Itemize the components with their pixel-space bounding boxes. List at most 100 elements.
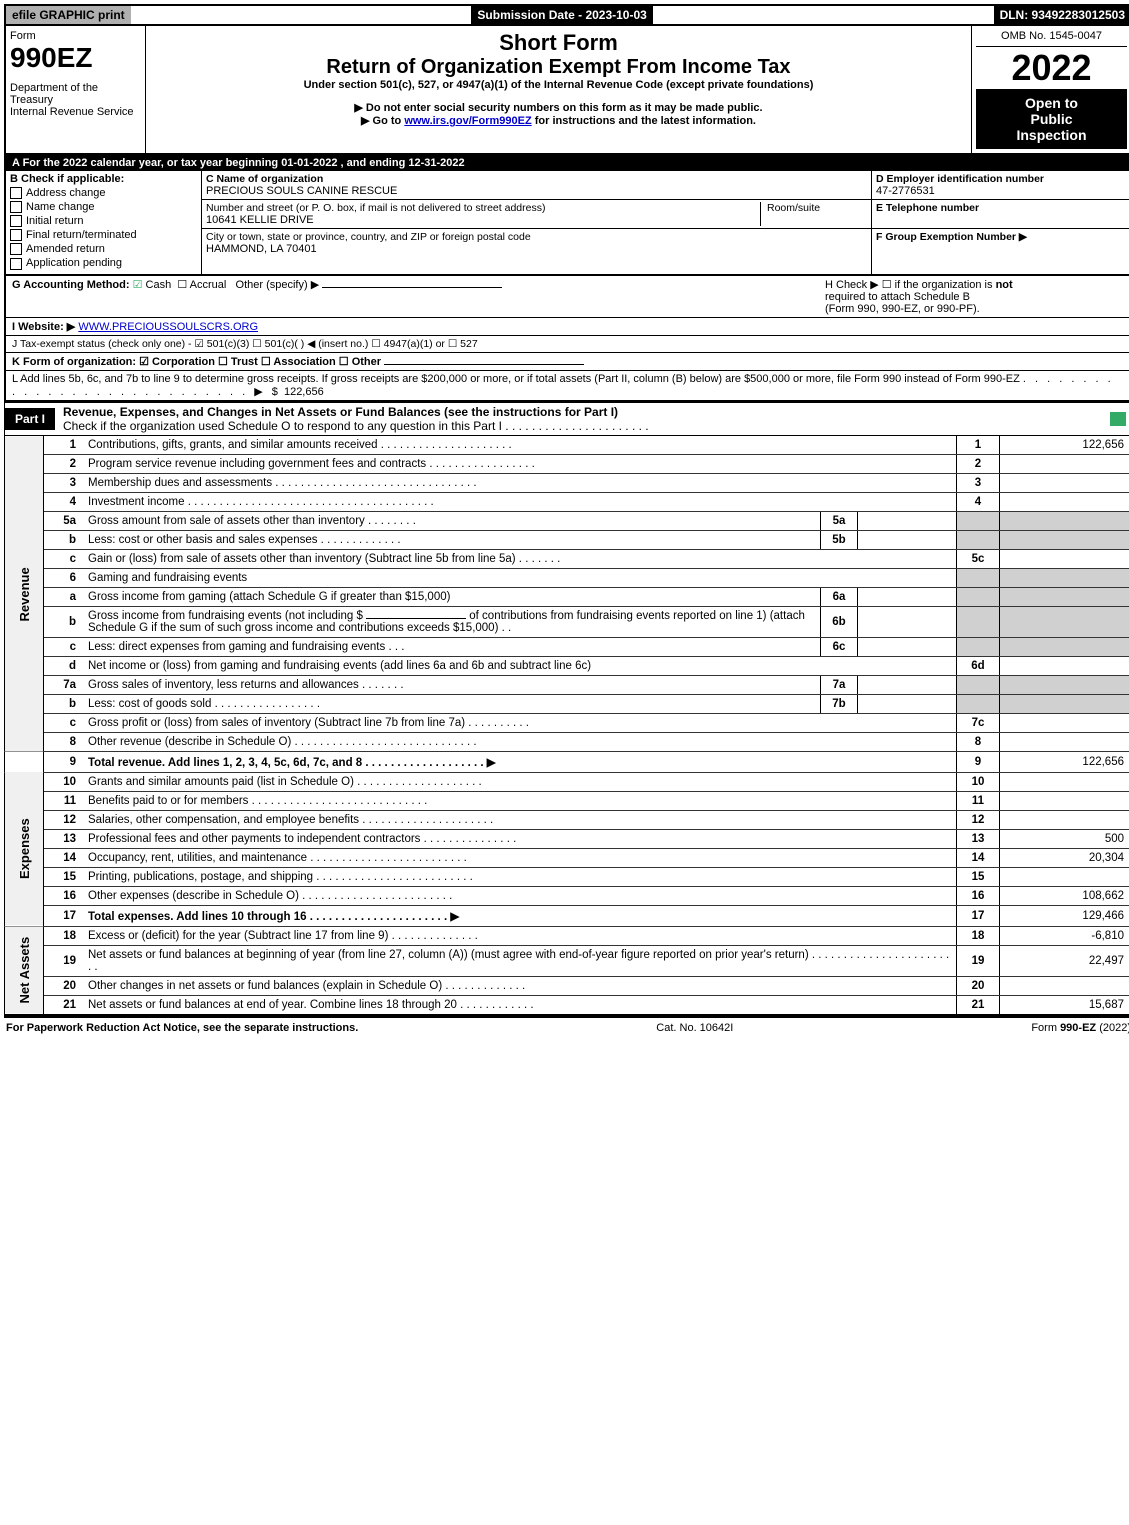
chk-amended-return[interactable]: Amended return bbox=[10, 243, 197, 255]
line-num: d bbox=[44, 656, 85, 675]
chk-application-pending[interactable]: Application pending bbox=[10, 257, 197, 269]
line6b-desc1: Gross income from fundraising events (no… bbox=[88, 610, 363, 622]
line-num: 11 bbox=[44, 791, 85, 810]
sub-col: 6c bbox=[821, 637, 858, 656]
line-desc: Gross profit or (loss) from sales of inv… bbox=[84, 713, 957, 732]
expenses-vertical-label: Expenses bbox=[5, 772, 44, 926]
row-l: L Add lines 5b, 6c, and 7b to line 9 to … bbox=[4, 371, 1129, 402]
sub-val bbox=[858, 587, 957, 606]
shade-cell bbox=[957, 530, 1000, 549]
line-num: 14 bbox=[44, 848, 85, 867]
shade-cell bbox=[1000, 694, 1129, 713]
line-desc: Gross income from fundraising events (no… bbox=[84, 606, 821, 637]
efile-label[interactable]: efile GRAPHIC print bbox=[6, 6, 131, 24]
i-label: I Website: ▶ bbox=[12, 321, 75, 333]
line9-desc: Total revenue. Add lines 1, 2, 3, 4, 5c,… bbox=[88, 757, 496, 769]
title-grid: Form 990EZ Department of the Treasury In… bbox=[4, 26, 1129, 155]
line-num-col: 1 bbox=[957, 436, 1000, 455]
line-desc: Printing, publications, postage, and shi… bbox=[84, 867, 957, 886]
line-val bbox=[1000, 976, 1129, 995]
line-num: c bbox=[44, 549, 85, 568]
line-desc: Gain or (loss) from sale of assets other… bbox=[84, 549, 957, 568]
g-label: G Accounting Method: bbox=[12, 279, 130, 291]
sub-val bbox=[858, 694, 957, 713]
line-val bbox=[1000, 656, 1129, 675]
shade-cell bbox=[1000, 606, 1129, 637]
room-label: Room/suite bbox=[767, 202, 820, 214]
website-link[interactable]: WWW.PRECIOUSSOULSCRS.ORG bbox=[78, 321, 258, 333]
f-label: F Group Exemption Number ▶ bbox=[876, 231, 1027, 243]
line-val bbox=[1000, 810, 1129, 829]
chk-name-change[interactable]: Name change bbox=[10, 201, 197, 213]
line-num: 20 bbox=[44, 976, 85, 995]
line-num: 12 bbox=[44, 810, 85, 829]
line-num: 18 bbox=[44, 926, 85, 945]
row-h: H Check ▶ ☐ if the organization is not r… bbox=[825, 278, 1125, 315]
line-desc: Grants and similar amounts paid (list in… bbox=[84, 772, 957, 791]
irs-link[interactable]: www.irs.gov/Form990EZ bbox=[404, 115, 531, 127]
line-num: 6 bbox=[44, 568, 85, 587]
line-num: 8 bbox=[44, 732, 85, 751]
shade-cell bbox=[1000, 530, 1129, 549]
sub-val bbox=[858, 530, 957, 549]
line-desc: Contributions, gifts, grants, and simila… bbox=[84, 436, 957, 455]
part1-check-icon bbox=[1110, 412, 1126, 426]
row-i: I Website: ▶ WWW.PRECIOUSSOULSCRS.ORG bbox=[4, 318, 1129, 336]
main-title: Return of Organization Exempt From Incom… bbox=[150, 56, 967, 79]
line-desc: Professional fees and other payments to … bbox=[84, 829, 957, 848]
line-num-col: 16 bbox=[957, 886, 1000, 905]
sub-col: 7a bbox=[821, 675, 858, 694]
shade-cell bbox=[957, 568, 1000, 587]
h-text2: required to attach Schedule B bbox=[825, 291, 970, 303]
form-number: 990EZ bbox=[10, 42, 141, 74]
street-label: Number and street (or P. O. box, if mail… bbox=[206, 202, 545, 214]
dept-line1: Department of the Treasury bbox=[10, 82, 141, 106]
inspection-box: Open to Public Inspection bbox=[976, 89, 1127, 149]
form-id-col: Form 990EZ Department of the Treasury In… bbox=[6, 26, 146, 153]
line-num: 21 bbox=[44, 995, 85, 1015]
footer-right-bold: 990-EZ bbox=[1060, 1022, 1096, 1034]
box-c: C Name of organization PRECIOUS SOULS CA… bbox=[202, 171, 871, 274]
chk-final-return[interactable]: Final return/terminated bbox=[10, 229, 197, 241]
line-num-col: 2 bbox=[957, 454, 1000, 473]
line-num: b bbox=[44, 606, 85, 637]
line-num-col: 13 bbox=[957, 829, 1000, 848]
line-desc: Gross sales of inventory, less returns a… bbox=[84, 675, 821, 694]
chk-initial-return[interactable]: Initial return bbox=[10, 215, 197, 227]
chk-address-change[interactable]: Address change bbox=[10, 187, 197, 199]
sub-col: 7b bbox=[821, 694, 858, 713]
shade-cell bbox=[957, 606, 1000, 637]
line-val: 20,304 bbox=[1000, 848, 1129, 867]
l-amount: 122,656 bbox=[284, 386, 324, 398]
line-val bbox=[1000, 791, 1129, 810]
line-num: 13 bbox=[44, 829, 85, 848]
line-val bbox=[1000, 549, 1129, 568]
chk-label: Application pending bbox=[26, 257, 122, 269]
footer-right-post: (2022) bbox=[1099, 1022, 1129, 1034]
dept-line2: Internal Revenue Service bbox=[10, 106, 141, 118]
line-num: 19 bbox=[44, 945, 85, 976]
sub-val bbox=[858, 637, 957, 656]
line-val: -6,810 bbox=[1000, 926, 1129, 945]
line-desc: Less: direct expenses from gaming and fu… bbox=[84, 637, 821, 656]
line-val bbox=[1000, 713, 1129, 732]
line-val bbox=[1000, 867, 1129, 886]
part1-desc: Revenue, Expenses, and Changes in Net As… bbox=[55, 403, 1110, 435]
line-num: 17 bbox=[44, 905, 85, 926]
box-b-header: B Check if applicable: bbox=[10, 173, 197, 185]
note-link-post: for instructions and the latest informat… bbox=[535, 115, 756, 127]
line-desc: Gross amount from sale of assets other t… bbox=[84, 511, 821, 530]
chk-label: Final return/terminated bbox=[26, 229, 137, 241]
line-num-col: 4 bbox=[957, 492, 1000, 511]
part1-check-note: Check if the organization used Schedule … bbox=[63, 419, 649, 433]
shade-cell bbox=[957, 637, 1000, 656]
part1-tab: Part I bbox=[5, 408, 55, 430]
d-label: D Employer identification number bbox=[876, 173, 1044, 185]
row-k: K Form of organization: ☑ Corporation ☐ … bbox=[4, 353, 1129, 371]
line-num-col: 18 bbox=[957, 926, 1000, 945]
inspection-line2: Public bbox=[982, 111, 1121, 127]
sub-col: 5a bbox=[821, 511, 858, 530]
line-desc: Other expenses (describe in Schedule O) … bbox=[84, 886, 957, 905]
line17-desc: Total expenses. Add lines 10 through 16 … bbox=[88, 911, 459, 923]
chk-label: Address change bbox=[26, 187, 106, 199]
